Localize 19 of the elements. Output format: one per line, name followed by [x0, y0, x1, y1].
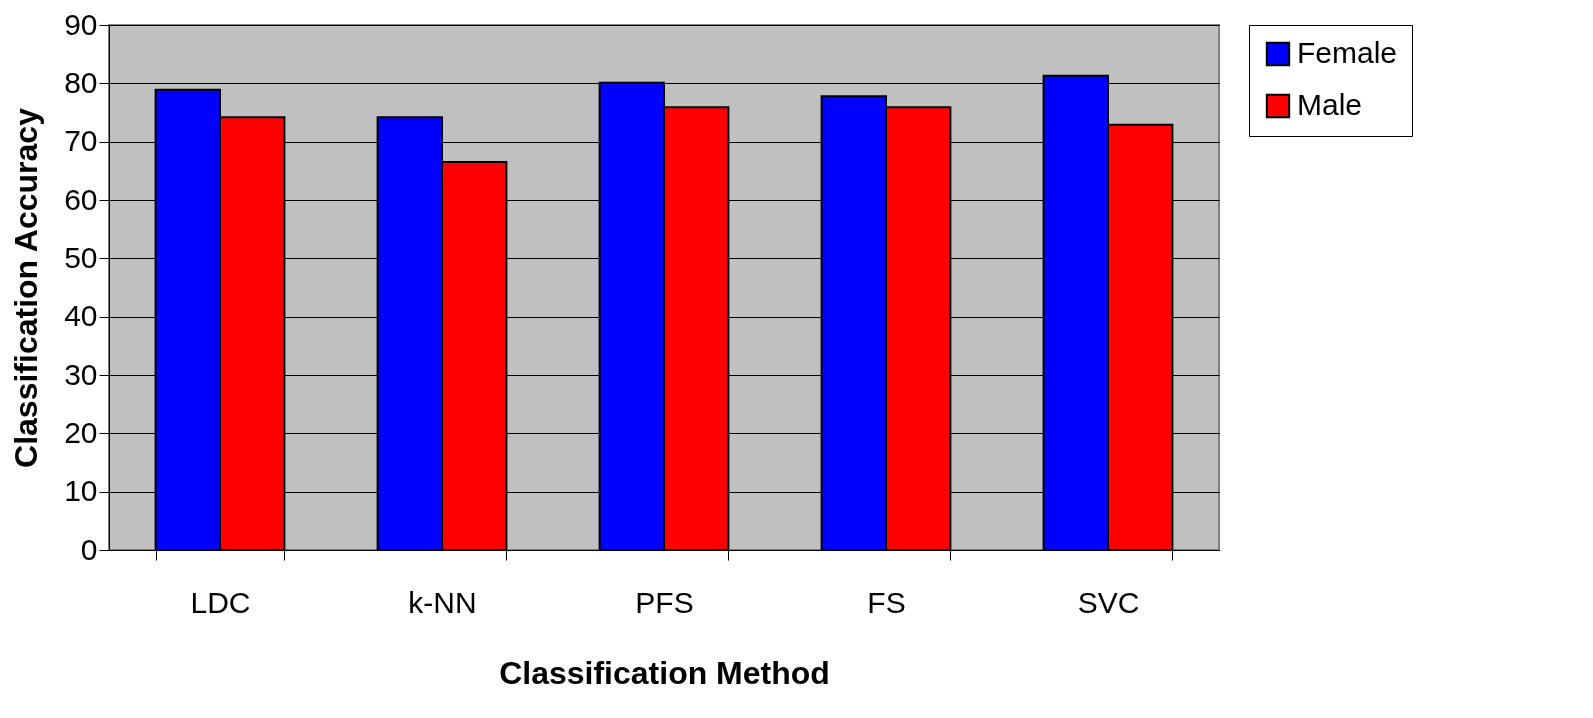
x-tick-label: PFS — [635, 585, 694, 619]
y-tick-label: 30 — [64, 357, 98, 391]
y-tick-label: 40 — [64, 299, 98, 333]
y-tick-label: 70 — [64, 124, 98, 158]
y-tick-label: 60 — [64, 182, 98, 216]
y-tick-label: 20 — [64, 415, 98, 449]
y-tick-label: 50 — [64, 240, 98, 274]
y-tick-label: 10 — [64, 474, 98, 508]
y-tick-label: 0 — [80, 532, 98, 566]
x-tick-label: k-NN — [408, 585, 477, 619]
x-tick-label: FS — [867, 585, 906, 619]
x-tick-label: SVC — [1077, 585, 1140, 619]
legend-label: Male — [1297, 88, 1363, 121]
y-tick-label: 90 — [64, 7, 98, 41]
x-tick-label: LDC — [190, 585, 251, 619]
y-tick-label: 80 — [64, 65, 98, 99]
legend-label: Female — [1297, 36, 1398, 69]
y-axis-title: Classification Accuracy — [8, 107, 45, 468]
x-axis-title: Classification Method — [499, 654, 830, 691]
